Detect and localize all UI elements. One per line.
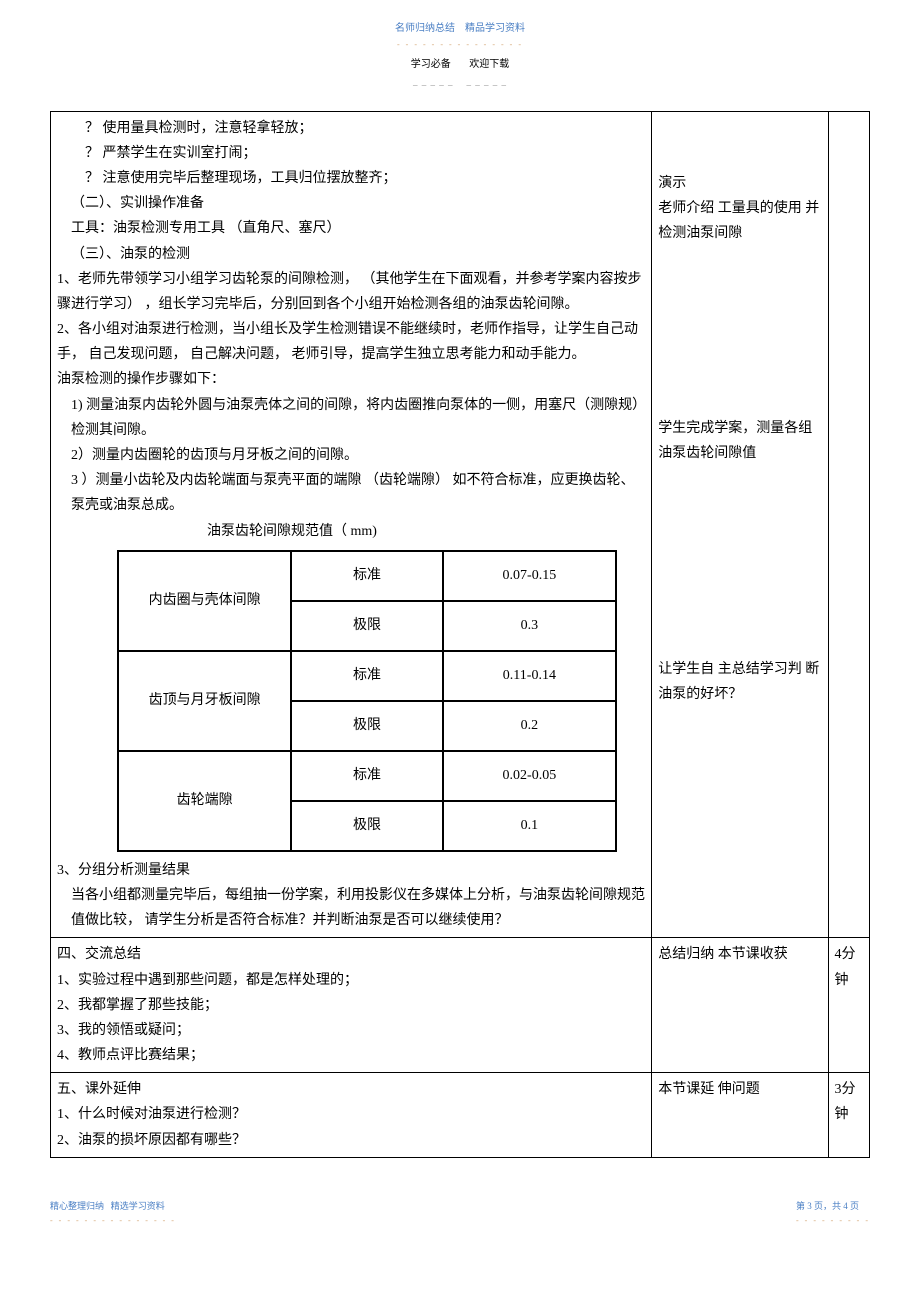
spec-label: 内齿圈与壳体间隙	[118, 551, 291, 651]
inner-table-caption: 油泵齿轮间隙规范值（ mm)	[57, 519, 645, 544]
table-row: 齿轮端隙 标准 0.02-0.05	[118, 751, 616, 801]
section-title: （三）、油泵的检测	[57, 242, 645, 267]
footer-text: 精心整理归纳	[50, 1201, 104, 1211]
notes-cell-3: 本节课延 伸问题	[652, 1073, 828, 1158]
dotted-line: - - - - - - - - - - - - - - -	[50, 1214, 176, 1228]
step: 2）测量内齿圈轮的齿顶与月牙板之间的间隙。	[57, 443, 645, 468]
bullet-item: ？ 注意使用完毕后整理现场，工具归位摆放整齐；	[57, 166, 645, 191]
paragraph: 当各小组都测量完毕后，每组抽一份学案，利用投影仪在多媒体上分析，与油泵齿轮间隙规…	[57, 883, 645, 933]
spec-value: 0.11-0.14	[443, 651, 616, 701]
sub-left: 学习必备	[403, 56, 459, 74]
spec-value: 0.1	[443, 801, 616, 851]
time-text: 4分钟	[835, 947, 856, 987]
spec-type: 标准	[291, 551, 443, 601]
step: 3 ）测量小齿轮及内齿轮端面与泵壳平面的端隙 （齿轮端隙） 如不符合标准，应更换…	[57, 468, 645, 518]
spec-type: 标准	[291, 751, 443, 801]
time-cell-2: 4分钟	[828, 938, 869, 1073]
header-tag-left: 名师归纳总结	[395, 23, 455, 34]
spec-value: 0.3	[443, 601, 616, 651]
note-text: 学生完成学案，测量各组 油泵齿轮间隙值	[658, 416, 821, 466]
step: 1) 测量油泵内齿轮外圆与油泵壳体之间的间隙，将内齿圈推向泵体的一侧，用塞尺（测…	[57, 393, 645, 443]
content-cell-1: ？ 使用量具检测时，注意轻拿轻放； ？ 严禁学生在实训室打闹； ？ 注意使用完毕…	[51, 111, 652, 938]
time-cell-1	[828, 111, 869, 938]
spec-value: 0.2	[443, 701, 616, 751]
text-line: 1、实验过程中遇到那些问题，都是怎样处理的；	[57, 968, 645, 993]
note-text: 让学生自 主总结学习判 断油泵的好坏？	[658, 657, 821, 707]
paragraph: 油泵检测的操作步骤如下：	[57, 367, 645, 392]
dotted-line: - - - - - - - - - - - - - - -	[0, 38, 920, 52]
footer-left: 精心整理归纳 精选学习资料 - - - - - - - - - - - - - …	[50, 1198, 176, 1229]
note-text: 演示 老师介绍 工量具的使用 并检测油泵间隙	[658, 171, 821, 247]
footer-right: 第 3 页，共 4 页 - - - - - - - - -	[796, 1198, 870, 1229]
notes-cell-1: 演示 老师介绍 工量具的使用 并检测油泵间隙 学生完成学案，测量各组 油泵齿轮间…	[652, 111, 828, 938]
lesson-plan-table: ？ 使用量具检测时，注意轻拿轻放； ？ 严禁学生在实训室打闹； ？ 注意使用完毕…	[50, 111, 870, 1158]
table-row: 四、交流总结 1、实验过程中遇到那些问题，都是怎样处理的； 2、我都掌握了那些技…	[51, 938, 870, 1073]
notes-cell-2: 总结归纳 本节课收获	[652, 938, 828, 1073]
section-title: 五、课外延伸	[57, 1077, 645, 1102]
paragraph: 2、各小组对油泵进行检测，当小组长及学生检测错误不能继续时，老师作指导，让学生自…	[57, 317, 645, 367]
spec-type: 极限	[291, 801, 443, 851]
footer: 精心整理归纳 精选学习资料 - - - - - - - - - - - - - …	[50, 1198, 870, 1229]
text-line: 4、教师点评比赛结果；	[57, 1043, 645, 1068]
paragraph: 3、分组分析测量结果	[57, 858, 645, 883]
text-line: 工具：油泵检测专用工具 （直角尺、塞尺）	[57, 216, 645, 241]
content-cell-2: 四、交流总结 1、实验过程中遇到那些问题，都是怎样处理的； 2、我都掌握了那些技…	[51, 938, 652, 1073]
text-line: 1、什么时候对油泵进行检测？	[57, 1102, 645, 1127]
paragraph: 1、老师先带领学习小组学习齿轮泵的间隙检测， （其他学生在下面观看，并参考学案内…	[57, 267, 645, 317]
dashes: _ _ _ _ _ _ _ _ _ _	[0, 74, 920, 90]
spec-label: 齿轮端隙	[118, 751, 291, 851]
section-title: 四、交流总结	[57, 942, 645, 967]
section-title: （二）、实训操作准备	[57, 191, 645, 216]
header-tags: 名师归纳总结 精品学习资料 - - - - - - - - - - - - - …	[0, 20, 920, 52]
spec-type: 标准	[291, 651, 443, 701]
footer-text: 精选学习资料	[111, 1201, 165, 1211]
dotted-line: - - - - - - - - -	[796, 1214, 870, 1228]
text-line: 3、我的领悟或疑问；	[57, 1018, 645, 1043]
bullet-item: ？ 严禁学生在实训室打闹；	[57, 141, 645, 166]
time-text: 3分钟	[835, 1082, 856, 1122]
table-row: 齿顶与月牙板间隙 标准 0.11-0.14	[118, 651, 616, 701]
spec-label: 齿顶与月牙板间隙	[118, 651, 291, 751]
page-number: 第 3 页，共 4 页	[796, 1201, 859, 1211]
note-text: 总结归纳 本节课收获	[658, 947, 788, 962]
note-text: 本节课延 伸问题	[658, 1082, 760, 1097]
sub-header: 学习必备 欢迎下载 _ _ _ _ _ _ _ _ _ _	[0, 56, 920, 90]
spec-value: 0.02-0.05	[443, 751, 616, 801]
spec-value: 0.07-0.15	[443, 551, 616, 601]
text-line: 2、油泵的损坏原因都有哪些？	[57, 1128, 645, 1153]
text-line: 2、我都掌握了那些技能；	[57, 993, 645, 1018]
time-cell-3: 3分钟	[828, 1073, 869, 1158]
header-tag-right: 精品学习资料	[465, 23, 525, 34]
content-cell-3: 五、课外延伸 1、什么时候对油泵进行检测？ 2、油泵的损坏原因都有哪些？	[51, 1073, 652, 1158]
spec-type: 极限	[291, 701, 443, 751]
table-row: 内齿圈与壳体间隙 标准 0.07-0.15	[118, 551, 616, 601]
table-row: 五、课外延伸 1、什么时候对油泵进行检测？ 2、油泵的损坏原因都有哪些？ 本节课…	[51, 1073, 870, 1158]
spec-table: 内齿圈与壳体间隙 标准 0.07-0.15 极限 0.3 齿顶与月牙板间隙 标准…	[117, 550, 617, 852]
spec-type: 极限	[291, 601, 443, 651]
table-row: ？ 使用量具检测时，注意轻拿轻放； ？ 严禁学生在实训室打闹； ？ 注意使用完毕…	[51, 111, 870, 938]
sub-right: 欢迎下载	[461, 56, 517, 74]
bullet-item: ？ 使用量具检测时，注意轻拿轻放；	[57, 116, 645, 141]
